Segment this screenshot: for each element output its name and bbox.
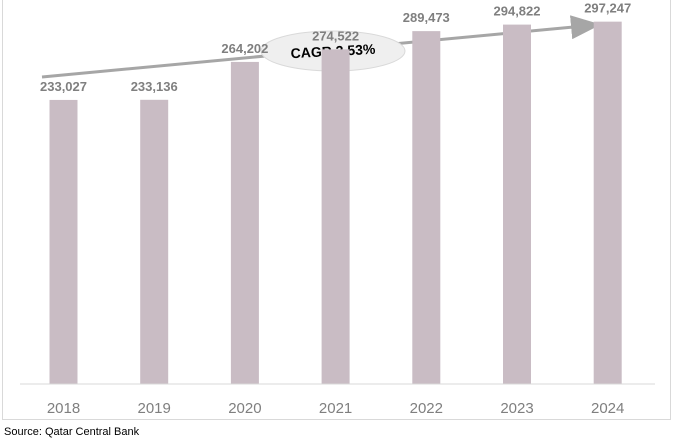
x-tick-label-2018: 2018: [47, 400, 80, 417]
bar-2018: [49, 99, 78, 385]
x-tick-label-2021: 2021: [319, 400, 352, 417]
source-note: Source: Qatar Central Bank: [4, 426, 140, 438]
bar-2019: [140, 99, 169, 384]
bar-2022: [412, 31, 441, 385]
data-label-2019: 233,136: [131, 79, 178, 94]
chart-frame: [2, 0, 671, 420]
data-label-2021: 274,522: [312, 28, 359, 43]
x-tick-label-2022: 2022: [410, 400, 443, 417]
bar-2020: [230, 61, 259, 385]
bar-2024: [593, 21, 622, 384]
x-tick-label-2023: 2023: [500, 400, 533, 417]
bar-2021: [321, 49, 350, 385]
x-tick-label-2019: 2019: [138, 400, 171, 417]
x-tick-label-2020: 2020: [228, 400, 261, 417]
data-label-2018: 233,027: [40, 79, 87, 94]
data-label-2023: 294,822: [494, 4, 541, 19]
data-label-2022: 289,473: [403, 10, 450, 25]
bar-2023: [503, 24, 531, 385]
bars-group: 233,027 2018 233,136 2019 264,202 2020 274,522…: [40, 1, 631, 417]
data-label-2024: 297,247: [584, 1, 631, 16]
x-tick-label-2024: 2024: [591, 400, 624, 417]
data-label-2020: 264,202: [221, 41, 268, 56]
bar-chart: CAGR 3.53% 233,0272018233,1362019264,202…: [20, 1, 655, 417]
